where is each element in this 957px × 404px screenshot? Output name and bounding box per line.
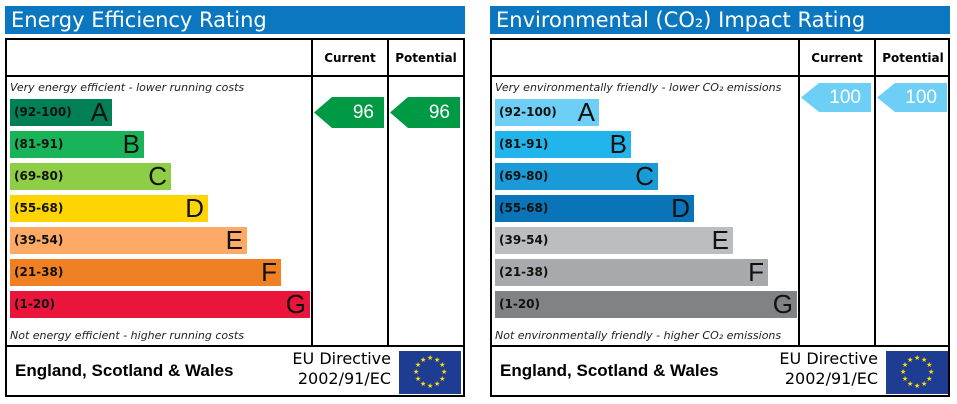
top-note: Very environmentally friendly - lower CO…	[495, 81, 782, 94]
bottom-note: Not energy efficient - higher running co…	[10, 329, 244, 342]
directive-line2: 2002/91/EC	[297, 369, 391, 388]
band-e: (39-54) E	[10, 225, 247, 255]
band-letter: D	[185, 193, 204, 223]
potential-header: Potential	[395, 51, 457, 65]
directive-line2: 2002/91/EC	[784, 369, 878, 388]
band-a: (92-100) A	[495, 97, 599, 127]
band-a: (92-100) A	[10, 97, 112, 127]
potential-rating-arrow: 100	[877, 83, 947, 112]
band-range: (92-100)	[499, 105, 557, 119]
band-letter: E	[711, 225, 729, 255]
band-range: (55-68)	[499, 201, 549, 215]
bottom-note: Not environmentally friendly - higher CO…	[495, 329, 782, 342]
energy-efficiency-panel: Energy Efficiency Rating Current Potenti…	[5, 0, 467, 404]
band-range: (81-91)	[499, 137, 549, 151]
band-c: (69-80) C	[10, 161, 171, 191]
panel-title: Environmental (CO₂) Impact Rating	[490, 6, 950, 34]
current-header: Current	[811, 51, 863, 65]
band-b: (81-91) B	[10, 129, 144, 159]
band-f: (21-38) F	[495, 257, 768, 287]
band-letter: A	[577, 97, 595, 127]
eu-directive: EU Directive 2002/91/EC	[261, 349, 391, 389]
band-letter: G	[772, 289, 793, 319]
current-rating-arrow: 100	[801, 83, 871, 112]
band-letter: B	[122, 129, 140, 159]
band-g: (1-20) G	[10, 289, 310, 319]
band-range: (21-38)	[499, 265, 549, 279]
band-letter: C	[635, 161, 654, 191]
band-range: (39-54)	[499, 233, 549, 247]
directive-line1: EU Directive	[292, 349, 391, 368]
potential-header: Potential	[882, 51, 944, 65]
band-letter: E	[225, 225, 243, 255]
rating-table: Current Potential Very environmentally f…	[490, 38, 950, 397]
band-range: (55-68)	[14, 201, 64, 215]
potential-rating-arrow: 96	[390, 97, 460, 128]
directive-line1: EU Directive	[779, 349, 878, 368]
band-letter: F	[748, 257, 764, 287]
band-letter: D	[671, 193, 690, 223]
band-d: (55-68) D	[495, 193, 694, 223]
current-header: Current	[324, 51, 376, 65]
eu-flag-icon: ★ ★ ★ ★ ★ ★ ★ ★ ★ ★ ★ ★	[886, 351, 948, 394]
band-letter: A	[90, 97, 108, 127]
eu-flag-icon: ★ ★ ★ ★ ★ ★ ★ ★ ★ ★ ★ ★	[399, 351, 461, 394]
region-label: England, Scotland & Wales	[500, 361, 719, 380]
band-range: (81-91)	[14, 137, 64, 151]
band-range: (69-80)	[499, 169, 549, 183]
eu-directive: EU Directive 2002/91/EC	[748, 349, 878, 389]
band-range: (39-54)	[14, 233, 64, 247]
band-letter: G	[285, 289, 306, 319]
band-e: (39-54) E	[495, 225, 733, 255]
band-g: (1-20) G	[495, 289, 797, 319]
band-letter: C	[148, 161, 167, 191]
region-label: England, Scotland & Wales	[15, 361, 234, 380]
band-range: (1-20)	[499, 297, 540, 311]
band-c: (69-80) C	[495, 161, 658, 191]
environmental-impact-panel: Environmental (CO₂) Impact Rating Curren…	[490, 0, 952, 404]
band-range: (92-100)	[14, 105, 72, 119]
band-range: (21-38)	[14, 265, 64, 279]
current-rating-arrow: 96	[314, 97, 384, 128]
band-range: (1-20)	[14, 297, 55, 311]
band-f: (21-38) F	[10, 257, 281, 287]
rating-table: Current Potential Very energy efficient …	[5, 38, 465, 397]
top-note: Very energy efficient - lower running co…	[10, 81, 245, 94]
band-range: (69-80)	[14, 169, 64, 183]
band-letter: F	[261, 257, 277, 287]
panel-title: Energy Efficiency Rating	[5, 6, 465, 34]
band-letter: B	[609, 129, 627, 159]
band-b: (81-91) B	[495, 129, 631, 159]
band-d: (55-68) D	[10, 193, 208, 223]
